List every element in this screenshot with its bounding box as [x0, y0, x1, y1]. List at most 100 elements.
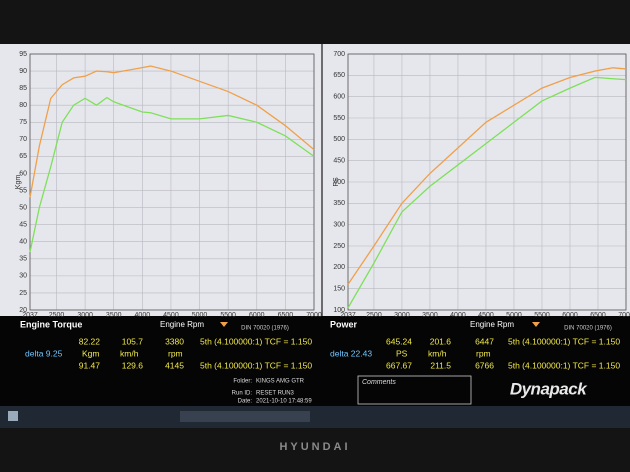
y-axis-label: Kgm [15, 175, 22, 190]
readout: 6447 [475, 336, 494, 346]
y-tick-label: 35 [19, 256, 27, 263]
x-tick-label: 3000 [394, 312, 410, 319]
x-axis-label: Engine Rpm [160, 320, 204, 329]
x-tick-label: 5000 [192, 312, 208, 319]
y-tick-label: 40 [19, 239, 27, 246]
x-tick-label: 3000 [77, 312, 93, 319]
label: Run ID: [232, 391, 253, 397]
y-tick-label: 500 [333, 136, 345, 143]
y-tick-label: 650 [333, 72, 345, 79]
value: 2021-10-10 17:48:59 [256, 399, 312, 405]
readout: 3380 [165, 336, 184, 346]
y-tick-label: 95 [19, 51, 27, 58]
y-tick-label: 450 [333, 158, 345, 165]
readout: 91.47 [79, 360, 101, 370]
readout: 667.67 [386, 360, 412, 370]
y-tick-label: 70 [19, 136, 27, 143]
y-tick-label: 200 [333, 264, 345, 271]
y-tick-label: 300 [333, 222, 345, 229]
x-tick-label: 2500 [366, 312, 382, 319]
x-tick-label: 7000 [618, 312, 630, 319]
unit: Kgm [82, 348, 99, 358]
plot-frame [347, 53, 627, 311]
readout: 645.24 [386, 336, 412, 346]
label: Folder: [233, 379, 252, 385]
y-tick-label: 85 [19, 85, 27, 92]
y-tick-label: 65 [19, 153, 27, 160]
chart-title: Engine Torque [20, 319, 82, 329]
y-tick-label: 90 [19, 68, 27, 75]
value: RESET RUN3 [256, 391, 295, 397]
logo: Dynapack [510, 379, 588, 398]
unit: km/h [428, 348, 447, 358]
y-tick-label: 75 [19, 119, 27, 126]
unit: rpm [168, 348, 183, 358]
series-line [347, 67, 627, 285]
note: DIN 70020 (1976) [241, 326, 289, 332]
x-tick-label: 5000 [506, 312, 522, 319]
readout-area [0, 316, 630, 406]
x-tick-label: 2037 [22, 312, 38, 319]
x-tick-label: 6500 [278, 312, 294, 319]
x-tick-label: 6500 [590, 312, 606, 319]
x-tick-label: 3500 [106, 312, 122, 319]
y-tick-label: 400 [333, 179, 345, 186]
x-tick-label: 4500 [478, 312, 494, 319]
x-tick-label: 2037 [340, 312, 356, 319]
readout: 129.6 [122, 360, 144, 370]
x-tick-label: 4500 [163, 312, 179, 319]
y-tick-label: 350 [333, 200, 345, 207]
value: KINGS AMG GTR [256, 379, 305, 385]
readout: 5th (4.100000:1) TCF = 1.150 [200, 336, 312, 346]
readout: 5th (4.100000:1) TCF = 1.150 [200, 360, 312, 370]
readout: 6766 [475, 360, 494, 370]
readout: 201.6 [430, 336, 452, 346]
readout: 4145 [165, 360, 184, 370]
series-line [29, 96, 315, 253]
readout: 5th (4.100000:1) TCF = 1.150 [508, 336, 620, 346]
y-tick-label: 30 [19, 273, 27, 280]
y-tick-label: 600 [333, 94, 345, 101]
chart-title: Power [330, 319, 358, 329]
y-tick-label: 700 [333, 51, 345, 58]
readout: 105.7 [122, 336, 144, 346]
y-tick-label: 250 [333, 243, 345, 250]
plot-frame [29, 53, 315, 311]
y-tick-label: 20 [19, 307, 27, 314]
y-tick-label: 60 [19, 170, 27, 177]
y-tick-label: 25 [19, 290, 27, 297]
readout: 82.22 [79, 336, 101, 346]
comments-label: Comments [362, 379, 396, 386]
start-button[interactable] [8, 411, 18, 421]
x-tick-label: 7000 [306, 312, 322, 319]
unit: PS [396, 348, 408, 358]
x-tick-label: 4000 [135, 312, 151, 319]
y-axis-label: PS [333, 177, 340, 187]
x-tick-label: 4000 [450, 312, 466, 319]
readout: 211.5 [430, 360, 451, 370]
comments-box[interactable] [357, 375, 472, 405]
brand: HYUNDAI [279, 441, 350, 453]
taskbar-apps[interactable] [180, 411, 310, 422]
y-tick-label: 550 [333, 115, 345, 122]
delta: delta 9.25 [25, 348, 63, 358]
x-tick-label: 6000 [249, 312, 265, 319]
y-tick-label: 45 [19, 222, 27, 229]
readout: 5th (4.100000:1) TCF = 1.150 [508, 360, 620, 370]
y-tick-label: 100 [333, 307, 345, 314]
note: DIN 70020 (1976) [564, 326, 612, 332]
x-axis-label: Engine Rpm [470, 320, 514, 329]
y-tick-label: 80 [19, 102, 27, 109]
unit: km/h [120, 348, 139, 358]
x-tick-label: 2500 [49, 312, 65, 319]
x-tick-label: 5500 [220, 312, 236, 319]
unit: rpm [476, 348, 491, 358]
x-tick-label: 6000 [562, 312, 578, 319]
y-tick-label: 50 [19, 204, 27, 211]
x-tick-label: 3500 [422, 312, 438, 319]
taskbar [0, 406, 630, 428]
x-tick-label: 5500 [534, 312, 550, 319]
y-tick-label: 150 [333, 286, 345, 293]
series-line [29, 65, 315, 198]
label: Date: [238, 399, 253, 405]
